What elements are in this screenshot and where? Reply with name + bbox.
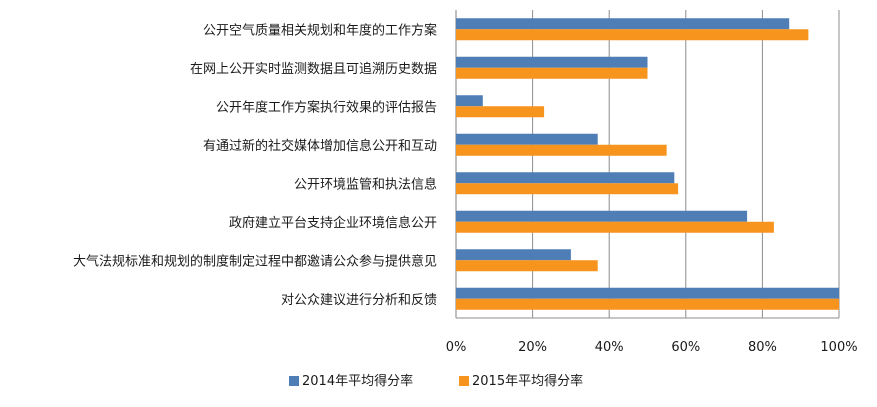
x-tick-label: 100% (820, 340, 857, 355)
legend-swatch-1 (459, 376, 469, 386)
bar-s1-cat6 (456, 249, 571, 261)
bar-s1-cat0 (456, 18, 790, 30)
category-label: 在网上公开实时监测数据且可追溯历史数据 (190, 61, 437, 77)
bar-s2-cat3 (456, 144, 667, 156)
x-tick-label: 20% (518, 340, 547, 355)
bar-s2-cat5 (456, 221, 774, 233)
bar-s2-cat4 (456, 183, 679, 195)
bar-s1-cat4 (456, 172, 675, 184)
category-label: 对公众建议进行分析和反馈 (281, 293, 437, 308)
bar-s2-cat1 (456, 67, 648, 79)
bar-s2-cat7 (456, 298, 839, 310)
x-axis-tick-labels: 0% 20% 40% 60% 80% 100% (446, 340, 858, 355)
category-label: 有通过新的社交媒体增加信息公开和互动 (203, 138, 437, 154)
bar-s1-cat1 (456, 56, 648, 68)
category-label: 公开空气质量相关规划和年度的工作方案 (203, 22, 437, 38)
category-label: 大气法规标准和规划的制度制定过程中都邀请公众参与提供意见 (73, 253, 437, 269)
category-label: 政府建立平台支持企业环境信息公开 (229, 215, 437, 231)
bar-s2-cat2 (456, 106, 545, 118)
legend-label-0: 2014年平均得分率 (302, 373, 413, 389)
bar-s2-cat6 (456, 260, 598, 272)
legend: 2014年平均得分率 2015年平均得分率 (289, 373, 583, 389)
category-labels: 公开空气质量相关规划和年度的工作方案在网上公开实时监测数据且可追溯历史数据公开年… (73, 22, 437, 308)
x-tick-label: 0% (446, 340, 467, 355)
gridlines (455, 10, 840, 319)
bar-s1-cat2 (456, 95, 483, 107)
category-label: 公开环境监管和执法信息 (294, 176, 437, 192)
category-label: 公开年度工作方案执行效果的评估报告 (216, 99, 437, 115)
x-tick-label: 60% (671, 340, 700, 355)
bar-s1-cat3 (456, 133, 598, 145)
bar-s2-cat0 (456, 29, 809, 41)
legend-swatch-0 (289, 376, 299, 386)
legend-label-1: 2015年平均得分率 (472, 373, 583, 389)
bar-s1-cat7 (456, 287, 839, 299)
bar-s1-cat5 (456, 210, 748, 222)
x-tick-label: 80% (748, 340, 777, 355)
x-tick-label: 40% (595, 340, 624, 355)
bars (456, 18, 839, 310)
